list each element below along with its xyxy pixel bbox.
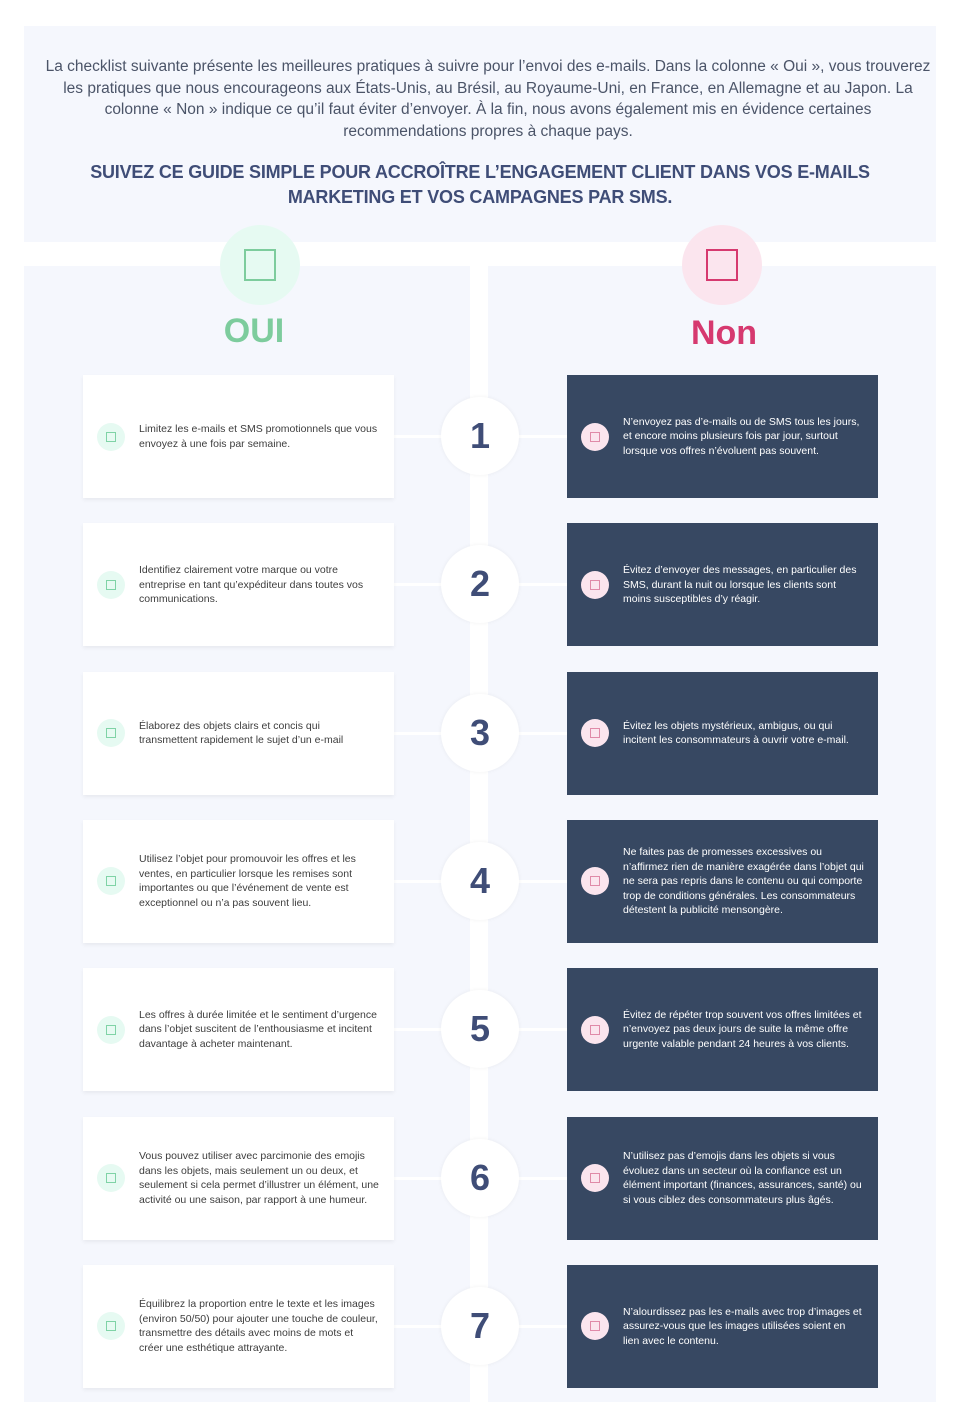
no-card: Ne faites pas de promesses excessives ou… <box>567 819 878 943</box>
step-number: 2 <box>441 545 519 624</box>
checkbox-icon <box>581 1015 609 1044</box>
yes-text: Équilibrez la proportion entre le texte … <box>139 1298 378 1354</box>
no-card: Évitez d’envoyer des messages, en partic… <box>567 523 878 647</box>
no-text: Ne faites pas de promesses excessives ou… <box>623 846 864 917</box>
yes-text: Utilisez l’objet pour promouvoir les off… <box>139 853 356 909</box>
checkbox-icon <box>97 719 125 748</box>
yes-card: Utilisez l’objet pour promouvoir les off… <box>83 819 394 943</box>
step-number: 3 <box>441 693 519 772</box>
yes-text: Élaborez des objets clairs et concis qui… <box>139 719 344 747</box>
yes-title: OUI <box>223 312 285 350</box>
yes-text: Limitez les e-mails et SMS promotionnels… <box>139 423 378 450</box>
yes-card: Élaborez des objets clairs et concis qui… <box>83 671 394 795</box>
no-card: N’envoyez pas d’e-mails ou de SMS tous l… <box>567 375 878 498</box>
no-text: Évitez d’envoyer des messages, en partic… <box>623 564 857 606</box>
no-text: Évitez les objets mystérieux, ambigus, o… <box>623 719 849 747</box>
no-card: Évitez de répéter trop souvent vos offre… <box>567 968 878 1092</box>
no-text: Évitez de répéter trop souvent vos offre… <box>623 1008 862 1050</box>
intro-text: La checklist suivante présente les meill… <box>45 58 931 140</box>
yes-text: Identifiez clairement votre marque ou vo… <box>139 564 364 606</box>
step-number: 7 <box>441 1286 519 1365</box>
checkbox-icon <box>581 570 609 599</box>
no-text: N’envoyez pas d’e-mails ou de SMS tous l… <box>623 415 860 457</box>
checkbox-icon <box>581 422 609 451</box>
checkbox-icon <box>581 719 609 748</box>
checkbox-icon <box>97 1312 125 1341</box>
yes-header-icon <box>220 225 300 305</box>
no-text: N’alourdissez pas les e-mails avec trop … <box>623 1305 862 1347</box>
yes-card: Vous pouvez utiliser avec parcimonie des… <box>83 1116 394 1240</box>
no-card: Évitez les objets mystérieux, ambigus, o… <box>567 671 878 795</box>
yes-card: Équilibrez la proportion entre le texte … <box>83 1264 394 1388</box>
no-title: Non <box>690 314 758 352</box>
step-number: 6 <box>441 1138 519 1217</box>
yes-text: Les offres à durée limitée et le sentime… <box>139 1008 377 1050</box>
yes-text: Vous pouvez utiliser avec parcimonie des… <box>139 1150 379 1206</box>
step-number: 5 <box>441 990 519 1069</box>
checkbox-icon <box>97 570 125 599</box>
step-number: 1 <box>441 397 519 475</box>
checkbox-icon <box>97 1164 125 1192</box>
yes-card: Limitez les e-mails et SMS promotionnels… <box>83 375 394 498</box>
checkbox-icon <box>581 867 609 896</box>
yes-card: Identifiez clairement votre marque ou vo… <box>83 523 394 647</box>
no-header-icon <box>682 225 762 305</box>
checkbox-icon <box>581 1312 609 1341</box>
headline: SUIVEZ CE GUIDE SIMPLE POUR ACCROÎTRE L’… <box>90 162 870 207</box>
checkbox-icon <box>581 1164 609 1192</box>
no-card: N’utilisez pas d’emojis dans les objets … <box>567 1116 878 1240</box>
checkbox-icon <box>97 1015 125 1044</box>
checkbox-icon <box>97 867 125 896</box>
yes-card: Les offres à durée limitée et le sentime… <box>83 968 394 1092</box>
no-text: N’utilisez pas d’emojis dans les objets … <box>623 1150 862 1206</box>
step-number: 4 <box>441 841 519 920</box>
no-card: N’alourdissez pas les e-mails avec trop … <box>567 1264 878 1388</box>
checkbox-icon <box>97 422 125 451</box>
intro-panel: La checklist suivante présente les meill… <box>24 26 936 242</box>
